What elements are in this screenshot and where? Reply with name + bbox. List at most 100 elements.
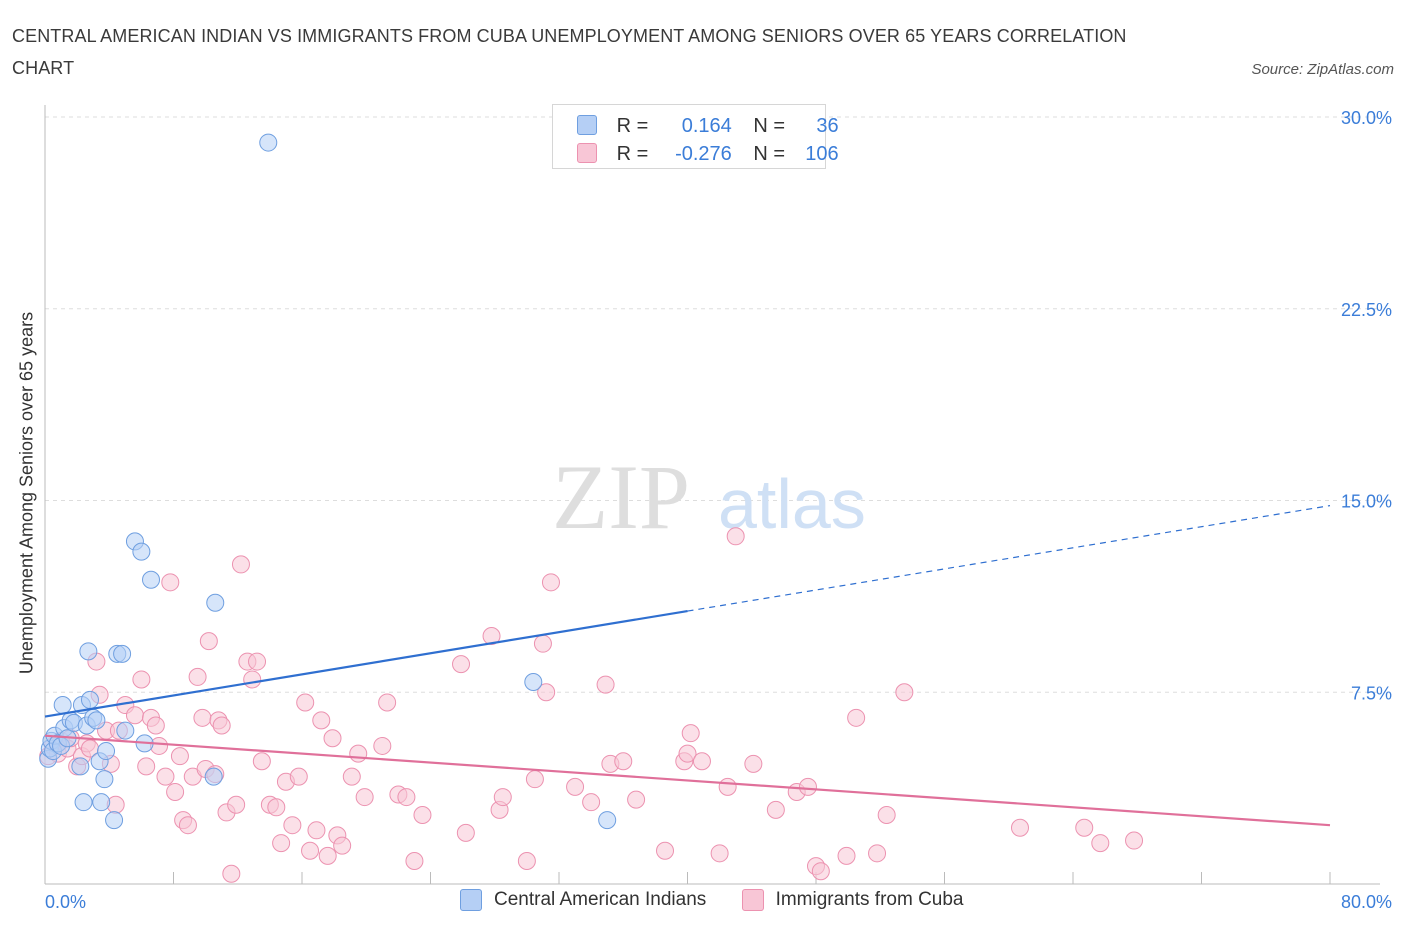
- series-immigrants-from-cuba-points: [39, 527, 1144, 883]
- data-point-immigrants-from-cuba: [252, 752, 271, 771]
- chart-title: CENTRAL AMERICAN INDIAN VS IMMIGRANTS FR…: [12, 26, 1127, 78]
- data-point-immigrants-from-cuba: [349, 744, 368, 763]
- data-point-central-american-indians: [97, 742, 116, 761]
- data-point-immigrants-from-cuba: [1125, 831, 1144, 850]
- data-point-central-american-indians: [71, 757, 90, 776]
- data-point-immigrants-from-cuba: [231, 555, 250, 574]
- trend-line-central-american-indians: [44, 609, 688, 718]
- trend-line-extension-central-american-indians: [687, 505, 1331, 612]
- data-point-immigrants-from-cuba: [847, 708, 866, 727]
- y-tick-label: 15.0%: [1341, 492, 1392, 512]
- data-point-immigrants-from-cuba: [541, 573, 560, 592]
- data-point-immigrants-from-cuba: [811, 862, 830, 881]
- r-label: R =: [616, 143, 649, 165]
- data-point-central-american-indians: [105, 811, 124, 830]
- data-point-immigrants-from-cuba: [877, 805, 896, 824]
- data-point-central-american-indians: [95, 770, 114, 789]
- data-point-immigrants-from-cuba: [1075, 818, 1094, 837]
- data-point-central-american-indians: [80, 690, 99, 709]
- series-central-american-indians-points: [39, 133, 617, 830]
- r-label: R =: [616, 115, 649, 137]
- data-point-immigrants-from-cuba: [566, 777, 585, 796]
- data-point-immigrants-from-cuba: [525, 770, 544, 789]
- data-point-central-american-indians: [113, 644, 132, 663]
- data-point-immigrants-from-cuba: [161, 573, 180, 592]
- data-point-central-american-indians: [74, 793, 93, 812]
- r-value-central-american-indians: 0.164: [681, 115, 732, 137]
- data-point-immigrants-from-cuba: [692, 752, 711, 771]
- data-point-immigrants-from-cuba: [493, 788, 512, 807]
- r-value-immigrants-from-cuba: -0.276: [675, 143, 732, 165]
- y-tick-label: 30.0%: [1341, 108, 1392, 128]
- data-point-immigrants-from-cuba: [166, 782, 185, 801]
- legend-label-immigrants-from-cuba: Immigrants from Cuba: [775, 889, 964, 910]
- data-point-immigrants-from-cuba: [533, 634, 552, 653]
- data-point-central-american-indians: [92, 793, 111, 812]
- data-point-immigrants-from-cuba: [798, 777, 817, 796]
- y-tick-labels: 7.5% 15.0% 22.5% 30.0%: [1341, 108, 1392, 703]
- legend-row-immigrants-from-cuba: R = -0.276 N = 106: [577, 141, 839, 167]
- legend-swatch-pink: [741, 889, 764, 911]
- data-point-immigrants-from-cuba: [482, 627, 501, 646]
- legend-item-immigrants-from-cuba: Immigrants from Cuba: [741, 889, 964, 911]
- data-point-immigrants-from-cuba: [656, 841, 675, 860]
- data-point-immigrants-from-cuba: [222, 864, 241, 883]
- data-point-immigrants-from-cuba: [1091, 834, 1110, 853]
- n-value-immigrants-from-cuba: 106: [805, 143, 839, 165]
- y-tick-label: 7.5%: [1351, 683, 1392, 703]
- data-point-immigrants-from-cuba: [267, 798, 286, 817]
- data-point-immigrants-from-cuba: [342, 767, 361, 786]
- data-point-central-american-indians: [53, 696, 72, 715]
- legend-swatch-pink: [577, 143, 597, 163]
- correlation-legend: R = 0.164 N = 36 R = -0.276 N = 106: [552, 104, 839, 169]
- data-point-immigrants-from-cuba: [137, 757, 156, 776]
- data-point-immigrants-from-cuba: [537, 683, 556, 702]
- data-point-immigrants-from-cuba: [868, 844, 887, 863]
- legend-item-central-american-indians: Central American Indians: [460, 889, 706, 911]
- x-tick-label-min: 0.0%: [45, 892, 86, 912]
- data-point-immigrants-from-cuba: [413, 805, 432, 824]
- legend-swatch-blue: [460, 889, 482, 911]
- data-point-immigrants-from-cuba: [766, 800, 785, 819]
- data-point-immigrants-from-cuba: [307, 821, 326, 840]
- data-point-immigrants-from-cuba: [212, 716, 231, 735]
- data-point-immigrants-from-cuba: [627, 790, 646, 809]
- data-point-immigrants-from-cuba: [170, 747, 189, 766]
- data-point-immigrants-from-cuba: [681, 724, 700, 743]
- n-value-central-american-indians: 36: [816, 115, 839, 137]
- data-point-immigrants-from-cuba: [837, 846, 856, 865]
- data-point-immigrants-from-cuba: [355, 788, 374, 807]
- data-point-immigrants-from-cuba: [146, 716, 165, 735]
- data-point-immigrants-from-cuba: [296, 693, 315, 712]
- data-point-immigrants-from-cuba: [323, 729, 342, 748]
- legend-swatch-blue: [577, 115, 597, 135]
- data-point-immigrants-from-cuba: [193, 708, 212, 727]
- data-point-immigrants-from-cuba: [199, 632, 218, 651]
- data-point-immigrants-from-cuba: [452, 655, 471, 674]
- data-point-immigrants-from-cuba: [456, 823, 475, 842]
- data-point-immigrants-from-cuba: [405, 851, 424, 870]
- data-point-immigrants-from-cuba: [378, 693, 397, 712]
- data-point-immigrants-from-cuba: [744, 754, 763, 773]
- bottom-legend: Central American Indians Immigrants from…: [460, 889, 994, 917]
- y-tick-label: 22.5%: [1341, 300, 1392, 320]
- data-point-central-american-indians: [259, 133, 278, 152]
- data-point-central-american-indians: [142, 570, 161, 589]
- data-point-immigrants-from-cuba: [132, 670, 151, 689]
- n-label: N =: [753, 143, 786, 165]
- source-credit: Source: ZipAtlas.com: [1251, 61, 1394, 78]
- data-point-immigrants-from-cuba: [178, 816, 197, 835]
- data-point-central-american-indians: [598, 811, 617, 830]
- data-point-immigrants-from-cuba: [227, 795, 246, 814]
- data-point-immigrants-from-cuba: [614, 752, 633, 771]
- data-point-central-american-indians: [132, 542, 151, 561]
- x-tick-label-max: 80.0%: [1341, 892, 1392, 912]
- data-point-immigrants-from-cuba: [125, 706, 144, 725]
- data-point-immigrants-from-cuba: [678, 744, 697, 763]
- data-point-central-american-indians: [524, 673, 543, 692]
- legend-label-central-american-indians: Central American Indians: [494, 889, 707, 910]
- data-point-immigrants-from-cuba: [243, 670, 262, 689]
- data-point-immigrants-from-cuba: [318, 846, 337, 865]
- watermark-atlas: atlas: [718, 465, 866, 543]
